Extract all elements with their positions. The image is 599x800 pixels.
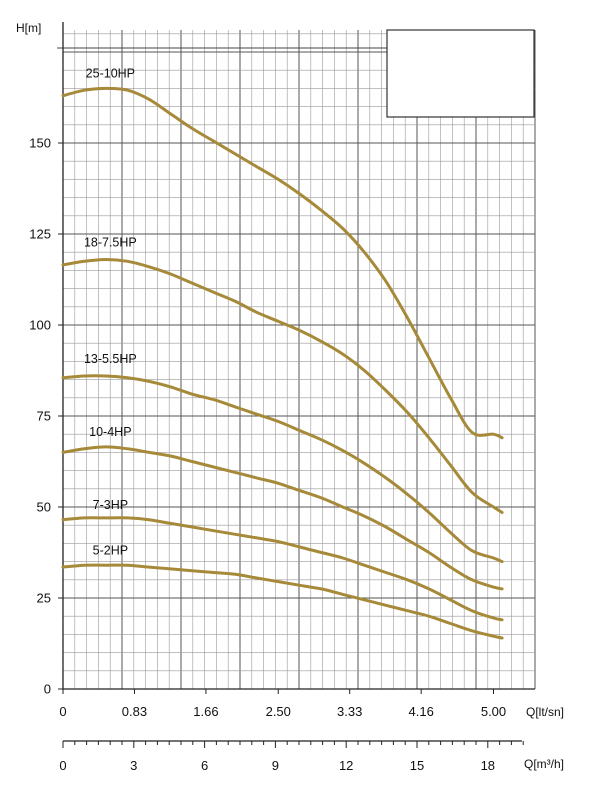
x2-tick-label: 0 [59, 758, 66, 773]
series-label-7-3hp: 7-3HP [93, 498, 128, 512]
x-tick-label: 0.83 [122, 704, 147, 719]
series-label-18-7-5hp: 18-7.5HP [84, 236, 137, 250]
x-tick-label: 5.00 [481, 704, 506, 719]
series-label-5-2hp: 5-2HP [93, 543, 128, 557]
x2-tick-label: 15 [410, 758, 424, 773]
series-line-7-3hp [61, 516, 504, 622]
y-tick-label: 150 [29, 136, 51, 151]
y-tick-label: 0 [44, 682, 51, 697]
y-tick-label: 75 [37, 409, 51, 424]
series-line-18-7-5hp [61, 257, 504, 514]
x-tick-label: 1.66 [193, 704, 218, 719]
x2-tick-label: 9 [272, 758, 279, 773]
grid [57, 30, 536, 690]
x-axis-title: Q[lt/sn] [526, 705, 564, 719]
x-tick-label: 3.33 [337, 704, 362, 719]
series-line-5-2hp [61, 563, 504, 640]
series-label-10-4hp: 10-4HP [89, 425, 131, 439]
y-tick-label: 125 [29, 227, 51, 242]
series-line-10-4hp [61, 445, 504, 591]
y-tick-label: 25 [37, 591, 51, 606]
y-axis-title: H[m] [16, 21, 41, 35]
series-label-25-10hp: 25-10HP [86, 66, 135, 80]
y-tick-label: 50 [37, 500, 51, 515]
x-tick-label: 4.16 [409, 704, 434, 719]
x2-tick-label: 3 [130, 758, 137, 773]
series-layer [61, 86, 504, 640]
x2-tick-label: 18 [481, 758, 495, 773]
legend-box [386, 29, 535, 118]
series-label-13-5-5hp: 13-5.5HP [84, 352, 137, 366]
series-labels: 25-10HP 18-7.5HP 13-5.5HP 10-4HP 7-3HP 5-2HP [84, 66, 137, 557]
series-line-13-5-5hp [61, 374, 504, 564]
x-tick-label: 0 [59, 704, 66, 719]
y-tick-label: 100 [29, 318, 51, 333]
x2-tick-label: 6 [201, 758, 208, 773]
x2-axis-title: Q[m³/h] [524, 757, 564, 771]
x-tick-label: 2.50 [266, 704, 291, 719]
series-line-25-10hp [61, 86, 504, 440]
x2-tick-label: 12 [339, 758, 353, 773]
